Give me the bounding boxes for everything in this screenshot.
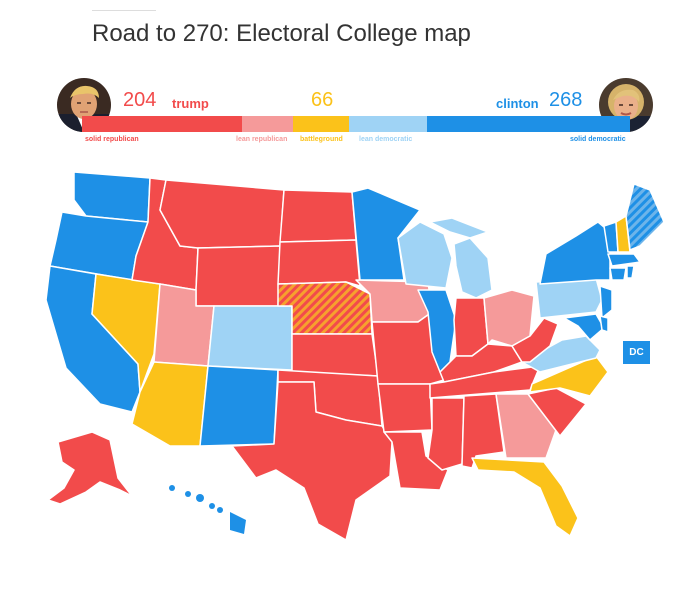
state-west-virginia[interactable] xyxy=(511,317,559,363)
electoral-map xyxy=(45,171,665,541)
legend-label-solid-democratic: solid democratic xyxy=(570,136,626,143)
battleground-count: 66 xyxy=(311,89,334,111)
legend-label-battleground: battleground xyxy=(300,136,343,143)
state-massachusetts[interactable] xyxy=(607,253,641,267)
clinton-electoral-count: 268 xyxy=(549,89,583,111)
state-montana[interactable] xyxy=(159,179,285,249)
state-north-dakota[interactable] xyxy=(279,189,357,243)
state-michigan[interactable] xyxy=(453,237,493,299)
state-virginia[interactable] xyxy=(521,335,601,373)
state-washington[interactable] xyxy=(73,171,151,223)
bar-segment-lean-republican xyxy=(242,116,293,132)
state-louisiana[interactable] xyxy=(383,431,449,491)
electoral-vote-bar xyxy=(82,116,630,132)
trump-name-label: trump xyxy=(172,96,209,111)
scoreboard: 204 trump 66 clinton 268 solid republica… xyxy=(0,68,690,148)
state-georgia[interactable] xyxy=(495,393,557,459)
state-wyoming[interactable] xyxy=(195,245,281,307)
legend-label-lean-republican: lean republican xyxy=(236,136,288,143)
state-michigan-upper[interactable] xyxy=(429,217,489,239)
state-wisconsin[interactable] xyxy=(397,221,453,289)
state-connecticut[interactable] xyxy=(609,267,627,281)
state-maine[interactable] xyxy=(625,183,665,251)
page-title: Road to 270: Electoral College map xyxy=(92,20,471,47)
legend-label-solid-republican: solid republican xyxy=(85,136,139,143)
state-colorado[interactable] xyxy=(207,305,293,371)
legend-label-lean-democratic: lean democratic xyxy=(359,136,413,143)
state-kansas[interactable] xyxy=(291,333,379,377)
state-new-jersey[interactable] xyxy=(599,285,613,319)
clinton-name-label: clinton xyxy=(496,96,539,111)
top-rule xyxy=(92,10,156,11)
state-new-york[interactable] xyxy=(539,221,611,285)
state-nebraska[interactable] xyxy=(277,281,373,335)
state-maryland[interactable] xyxy=(563,313,605,341)
state-delaware[interactable] xyxy=(599,315,609,333)
state-new-mexico[interactable] xyxy=(199,365,279,447)
state-mississippi[interactable] xyxy=(427,397,465,471)
state-texas[interactable] xyxy=(231,381,393,541)
state-florida[interactable] xyxy=(471,457,579,537)
bar-segment-battleground xyxy=(293,116,349,132)
bar-segment-solid-democratic xyxy=(427,116,630,132)
state-south-dakota[interactable] xyxy=(277,239,361,287)
state-arkansas[interactable] xyxy=(377,383,433,433)
dc-badge[interactable]: DC xyxy=(623,341,650,364)
state-rhode-island[interactable] xyxy=(626,265,635,279)
state-alaska[interactable] xyxy=(47,431,133,505)
bar-segment-solid-republican xyxy=(82,116,242,132)
state-hawaii[interactable] xyxy=(169,485,246,534)
trump-electoral-count: 204 xyxy=(123,89,157,111)
bar-segment-lean-democratic xyxy=(349,116,427,132)
